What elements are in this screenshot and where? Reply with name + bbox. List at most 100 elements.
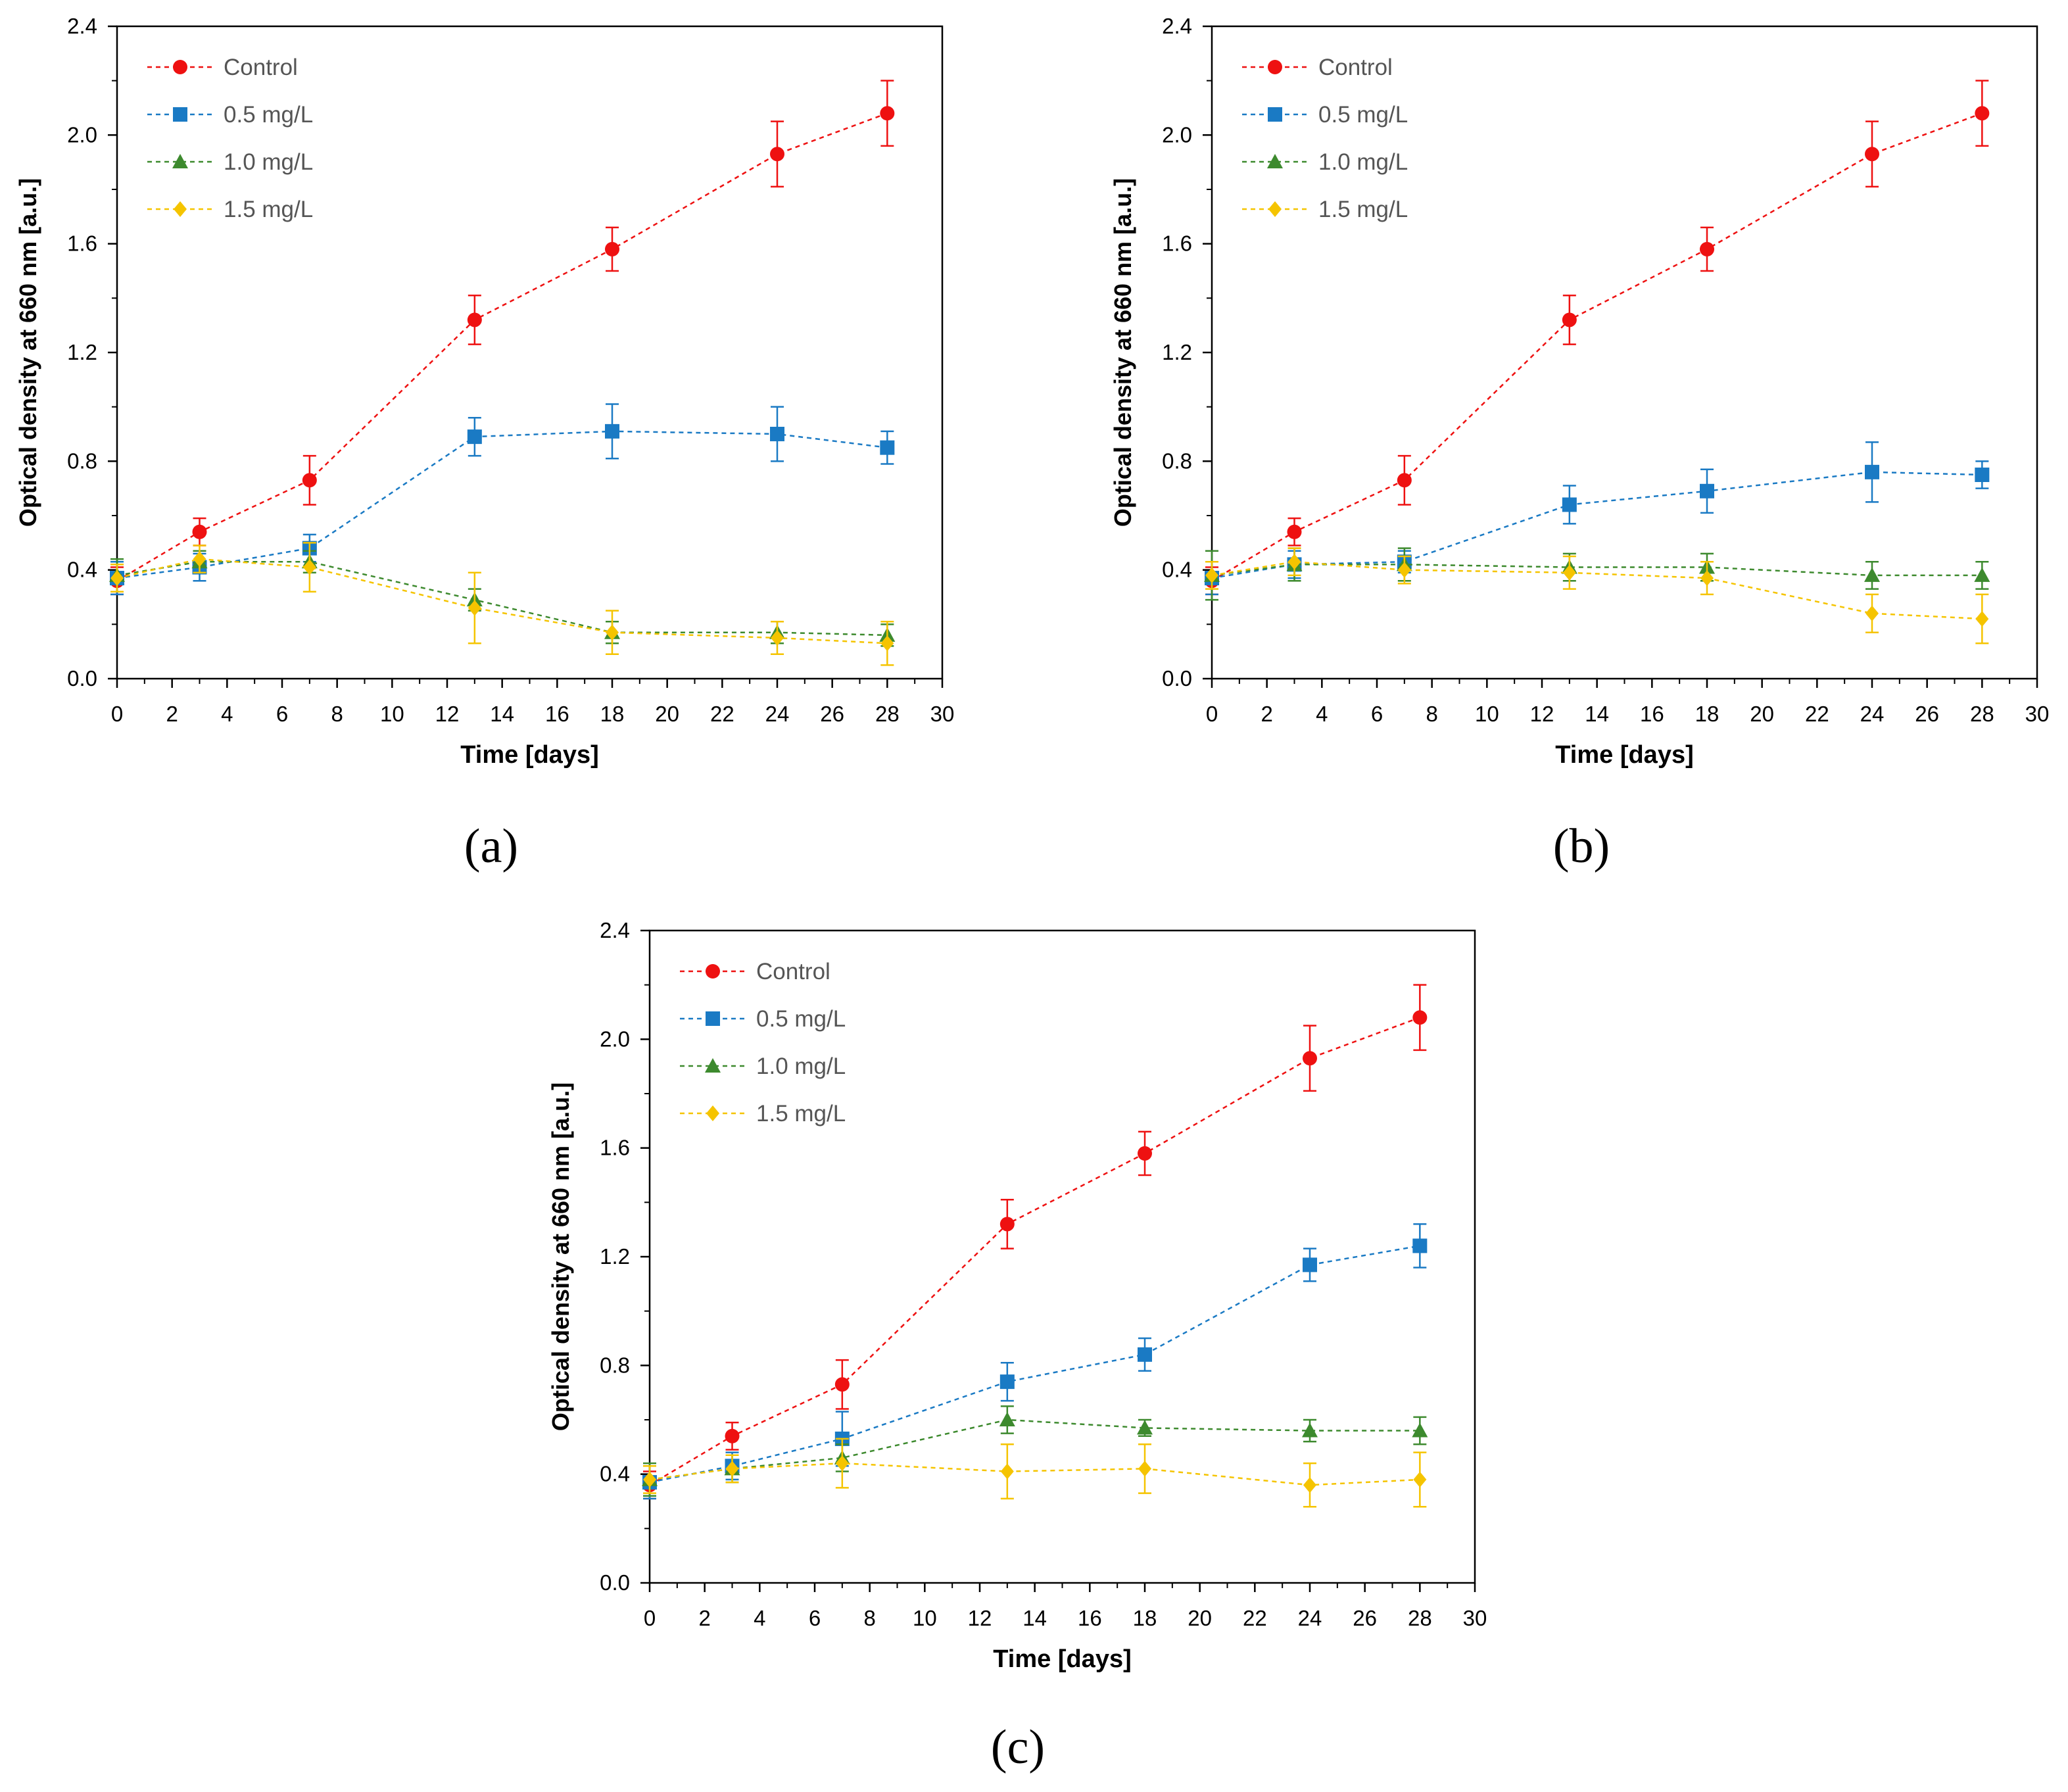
x-tick-label: 28 xyxy=(1408,1606,1432,1630)
series-1-5-mg-l xyxy=(110,542,894,666)
data-point xyxy=(1205,567,1218,583)
legend-marker xyxy=(1268,60,1282,74)
x-tick-label: 2 xyxy=(698,1606,710,1630)
x-tick-label: 30 xyxy=(2025,702,2050,726)
legend-marker xyxy=(1267,154,1283,168)
series-line xyxy=(116,430,888,579)
x-tick-label: 4 xyxy=(1316,702,1328,726)
y-axis-title: Optical density at 660 nm [a.u.] xyxy=(14,178,41,527)
legend-label: 1.5 mg/L xyxy=(1318,197,1408,222)
legend-label: Control xyxy=(1318,55,1393,80)
x-tick-label: 4 xyxy=(221,702,233,726)
data-point xyxy=(1397,562,1411,578)
x-tick-label: 30 xyxy=(1463,1606,1487,1630)
legend-marker xyxy=(172,154,188,168)
legend-label: 0.5 mg/L xyxy=(1318,102,1408,128)
data-point xyxy=(110,570,124,587)
y-tick-label: 0.8 xyxy=(1162,448,1192,473)
y-tick-label: 0.4 xyxy=(67,558,97,582)
data-point xyxy=(1975,611,1989,627)
legend-label: Control xyxy=(224,55,298,80)
x-tick-label: 12 xyxy=(435,702,460,726)
series-line xyxy=(649,1017,1420,1486)
data-point xyxy=(1412,1422,1428,1438)
data-point xyxy=(1700,570,1714,587)
y-tick-label: 1.2 xyxy=(67,340,97,364)
x-tick-label: 30 xyxy=(930,702,955,726)
x-tick-label: 10 xyxy=(380,702,404,726)
legend-marker xyxy=(706,1011,720,1026)
x-tick-label: 2 xyxy=(166,702,178,726)
y-tick-label: 2.0 xyxy=(600,1027,630,1051)
x-tick-label: 22 xyxy=(1805,702,1829,726)
data-point xyxy=(1303,1257,1317,1272)
data-point xyxy=(880,635,894,652)
data-point xyxy=(1975,468,1990,482)
x-tick-label: 28 xyxy=(1970,702,1994,726)
data-point xyxy=(1975,106,1990,121)
data-point xyxy=(1412,1010,1428,1025)
x-tick-label: 16 xyxy=(545,702,569,726)
data-point xyxy=(605,424,619,439)
legend-label: 1.0 mg/L xyxy=(224,149,313,175)
data-point xyxy=(1303,1477,1316,1493)
data-point xyxy=(880,440,895,455)
y-axis-title: Optical density at 660 nm [a.u.] xyxy=(547,1082,574,1431)
series-1-5-mg-l xyxy=(1205,547,1989,644)
y-tick-label: 2.4 xyxy=(600,918,630,942)
data-point xyxy=(1864,567,1880,582)
chart-panel-3: 0 2 4 6 8 10 12 14 16 18 20 22 24 26 28 300.00.40.81.21… xyxy=(547,918,1487,1673)
legend-label: 0.5 mg/L xyxy=(224,102,313,128)
legend-marker xyxy=(706,1105,719,1121)
y-tick-label: 0.0 xyxy=(600,1570,630,1595)
data-point xyxy=(1287,554,1301,570)
x-tick-label: 16 xyxy=(1078,1606,1102,1630)
legend-label: 0.5 mg/L xyxy=(756,1006,846,1032)
data-point xyxy=(1413,1471,1427,1488)
series-line xyxy=(116,558,888,644)
data-point xyxy=(999,1374,1015,1390)
data-point xyxy=(771,630,784,646)
data-point xyxy=(770,147,784,162)
legend-marker xyxy=(705,1058,721,1073)
data-point xyxy=(606,624,619,641)
x-axis-title: Time [days] xyxy=(993,1645,1131,1673)
data-point xyxy=(725,1428,740,1443)
data-point xyxy=(725,1461,739,1477)
data-point xyxy=(1700,241,1714,256)
data-point xyxy=(1137,1420,1153,1435)
data-point xyxy=(1865,605,1879,621)
x-axis-title: Time [days] xyxy=(460,741,598,769)
x-axis-title: Time [days] xyxy=(1555,741,1693,769)
data-point xyxy=(1138,1461,1151,1477)
x-tick-label: 6 xyxy=(1371,702,1383,726)
x-tick-label: 6 xyxy=(276,702,288,726)
y-tick-label: 0.8 xyxy=(67,448,97,473)
x-tick-label: 20 xyxy=(1750,702,1774,726)
series-line xyxy=(116,112,888,582)
x-tick-label: 8 xyxy=(1426,702,1437,726)
data-point xyxy=(605,241,619,256)
x-tick-label: 2 xyxy=(1261,702,1272,726)
data-point xyxy=(302,559,316,575)
legend-marker xyxy=(1268,107,1282,122)
data-point xyxy=(1138,1347,1152,1362)
y-tick-label: 1.2 xyxy=(1162,340,1192,364)
data-point xyxy=(1562,312,1577,327)
y-tick-label: 1.2 xyxy=(600,1244,630,1269)
x-tick-label: 26 xyxy=(820,702,844,726)
series-line xyxy=(649,1462,1420,1486)
data-point xyxy=(999,1217,1015,1232)
x-tick-label: 0 xyxy=(1206,702,1218,726)
data-point xyxy=(1302,1422,1318,1438)
series-0-5-mg-l xyxy=(110,403,895,596)
x-tick-label: 26 xyxy=(1353,1606,1377,1630)
series-control xyxy=(1205,80,1990,596)
x-tick-label: 12 xyxy=(1530,702,1554,726)
x-tick-label: 10 xyxy=(913,1606,937,1630)
y-tick-label: 0.0 xyxy=(67,666,97,690)
x-tick-label: 22 xyxy=(710,702,734,726)
x-tick-label: 4 xyxy=(754,1606,765,1630)
x-tick-label: 18 xyxy=(1695,702,1719,726)
